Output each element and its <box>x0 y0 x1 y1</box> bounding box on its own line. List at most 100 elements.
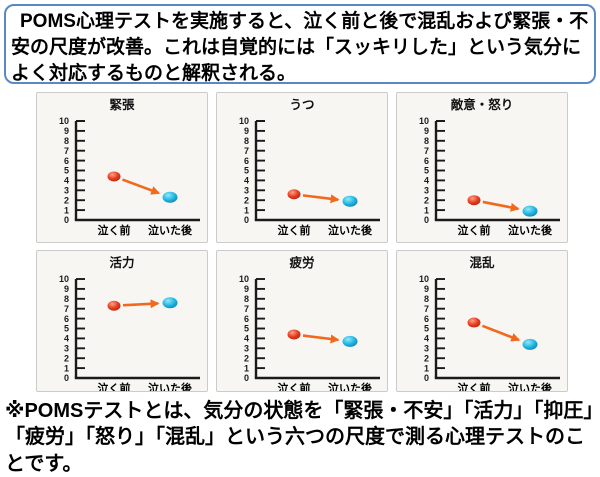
svg-text:10: 10 <box>239 116 249 126</box>
svg-text:7: 7 <box>244 304 249 314</box>
charts-grid: 緊張 0 1 2 3 4 5 6 7 8 9 10 泣く前 泣いた後 うつ 0 1 2 3 4 5 6 7 8 9 10 泣く… <box>36 92 568 392</box>
svg-text:9: 9 <box>244 126 249 136</box>
chart-panel-vigor: 活力 0 1 2 3 4 5 6 7 8 9 10 泣く前 泣いた後 <box>36 250 208 392</box>
svg-text:0: 0 <box>244 373 249 383</box>
svg-text:2: 2 <box>64 195 69 205</box>
svg-text:泣いた後: 泣いた後 <box>508 223 553 237</box>
svg-text:10: 10 <box>419 116 429 126</box>
svg-text:8: 8 <box>244 294 249 304</box>
svg-text:6: 6 <box>64 156 69 166</box>
svg-text:1: 1 <box>64 205 69 215</box>
svg-text:5: 5 <box>64 324 69 334</box>
svg-text:泣く前: 泣く前 <box>98 381 131 392</box>
svg-text:0: 0 <box>64 215 69 225</box>
chart-title-depression: うつ <box>289 98 315 112</box>
svg-text:3: 3 <box>424 344 429 354</box>
chart-title-vigor: 活力 <box>109 256 135 270</box>
svg-text:4: 4 <box>244 334 249 344</box>
svg-text:9: 9 <box>244 284 249 294</box>
chart-panel-tension: 緊張 0 1 2 3 4 5 6 7 8 9 10 泣く前 泣いた後 <box>36 92 208 243</box>
svg-text:2: 2 <box>244 195 249 205</box>
svg-text:2: 2 <box>424 353 429 363</box>
svg-text:7: 7 <box>64 304 69 314</box>
svg-text:9: 9 <box>424 284 429 294</box>
svg-text:1: 1 <box>244 205 249 215</box>
svg-text:泣く前: 泣く前 <box>458 381 491 392</box>
svg-text:2: 2 <box>64 353 69 363</box>
svg-text:泣いた後: 泣いた後 <box>328 381 373 392</box>
svg-text:2: 2 <box>424 195 429 205</box>
svg-text:0: 0 <box>424 373 429 383</box>
svg-text:9: 9 <box>424 126 429 136</box>
svg-text:7: 7 <box>64 146 69 156</box>
svg-text:3: 3 <box>424 186 429 196</box>
footer-text: ※POMSテストとは、気分の状態を「緊張・不安」「活力」「抑圧」「疲労」「怒り」… <box>5 400 594 475</box>
svg-text:1: 1 <box>244 363 249 373</box>
chart-title-tension: 緊張 <box>109 98 135 112</box>
svg-text:0: 0 <box>424 215 429 225</box>
svg-text:泣いた後: 泣いた後 <box>148 223 193 237</box>
svg-text:泣いた後: 泣いた後 <box>328 223 373 237</box>
header-text: POMS心理テストを実施すると、泣く前と後で混乱および緊張・不安の尺度が改善。こ… <box>11 11 589 85</box>
svg-text:1: 1 <box>424 205 429 215</box>
chart-panel-fatigue: 疲労 0 1 2 3 4 5 6 7 8 9 10 泣く前 泣いた後 <box>216 250 388 392</box>
svg-text:1: 1 <box>64 363 69 373</box>
svg-text:4: 4 <box>244 176 249 186</box>
svg-text:3: 3 <box>64 186 69 196</box>
svg-text:6: 6 <box>244 314 249 324</box>
svg-text:5: 5 <box>424 166 429 176</box>
svg-text:10: 10 <box>239 274 249 284</box>
svg-text:泣く前: 泣く前 <box>278 381 311 392</box>
svg-text:5: 5 <box>424 324 429 334</box>
svg-text:0: 0 <box>244 215 249 225</box>
svg-text:8: 8 <box>64 294 69 304</box>
footer-note: ※POMSテストとは、気分の状態を「緊張・不安」「活力」「抑圧」「疲労」「怒り」… <box>5 398 597 477</box>
svg-text:5: 5 <box>244 166 249 176</box>
svg-text:泣いた後: 泣いた後 <box>508 381 553 392</box>
svg-text:8: 8 <box>424 294 429 304</box>
chart-title-hostility: 敵意・怒り <box>450 98 514 112</box>
chart-panel-confusion: 混乱 0 1 2 3 4 5 6 7 8 9 10 泣く前 泣いた後 <box>396 250 568 392</box>
svg-text:泣いた後: 泣いた後 <box>148 381 193 392</box>
header-text-box: POMS心理テストを実施すると、泣く前と後で混乱および緊張・不安の尺度が改善。こ… <box>4 4 596 84</box>
chart-title-fatigue: 疲労 <box>289 256 315 270</box>
svg-text:1: 1 <box>424 363 429 373</box>
svg-text:0: 0 <box>64 373 69 383</box>
svg-text:9: 9 <box>64 284 69 294</box>
svg-text:6: 6 <box>424 156 429 166</box>
svg-text:8: 8 <box>424 136 429 146</box>
svg-text:7: 7 <box>424 304 429 314</box>
chart-panel-depression: うつ 0 1 2 3 4 5 6 7 8 9 10 泣く前 泣いた後 <box>216 92 388 243</box>
svg-text:5: 5 <box>244 324 249 334</box>
svg-text:4: 4 <box>64 176 69 186</box>
svg-text:3: 3 <box>244 344 249 354</box>
svg-text:4: 4 <box>424 176 429 186</box>
svg-text:2: 2 <box>244 353 249 363</box>
svg-text:10: 10 <box>419 274 429 284</box>
svg-text:5: 5 <box>64 166 69 176</box>
svg-text:9: 9 <box>64 126 69 136</box>
svg-text:6: 6 <box>64 314 69 324</box>
svg-text:泣く前: 泣く前 <box>98 223 131 237</box>
svg-text:8: 8 <box>244 136 249 146</box>
svg-text:泣く前: 泣く前 <box>278 223 311 237</box>
svg-text:6: 6 <box>244 156 249 166</box>
svg-text:3: 3 <box>244 186 249 196</box>
chart-title-confusion: 混乱 <box>469 256 495 270</box>
chart-panel-hostility: 敵意・怒り 0 1 2 3 4 5 6 7 8 9 10 泣く前 泣いた後 <box>396 92 568 243</box>
svg-text:4: 4 <box>64 334 69 344</box>
svg-text:6: 6 <box>424 314 429 324</box>
svg-text:7: 7 <box>244 146 249 156</box>
svg-text:10: 10 <box>59 274 69 284</box>
svg-text:10: 10 <box>59 116 69 126</box>
svg-text:泣く前: 泣く前 <box>458 223 491 237</box>
svg-text:8: 8 <box>64 136 69 146</box>
svg-text:3: 3 <box>64 344 69 354</box>
svg-text:4: 4 <box>424 334 429 344</box>
